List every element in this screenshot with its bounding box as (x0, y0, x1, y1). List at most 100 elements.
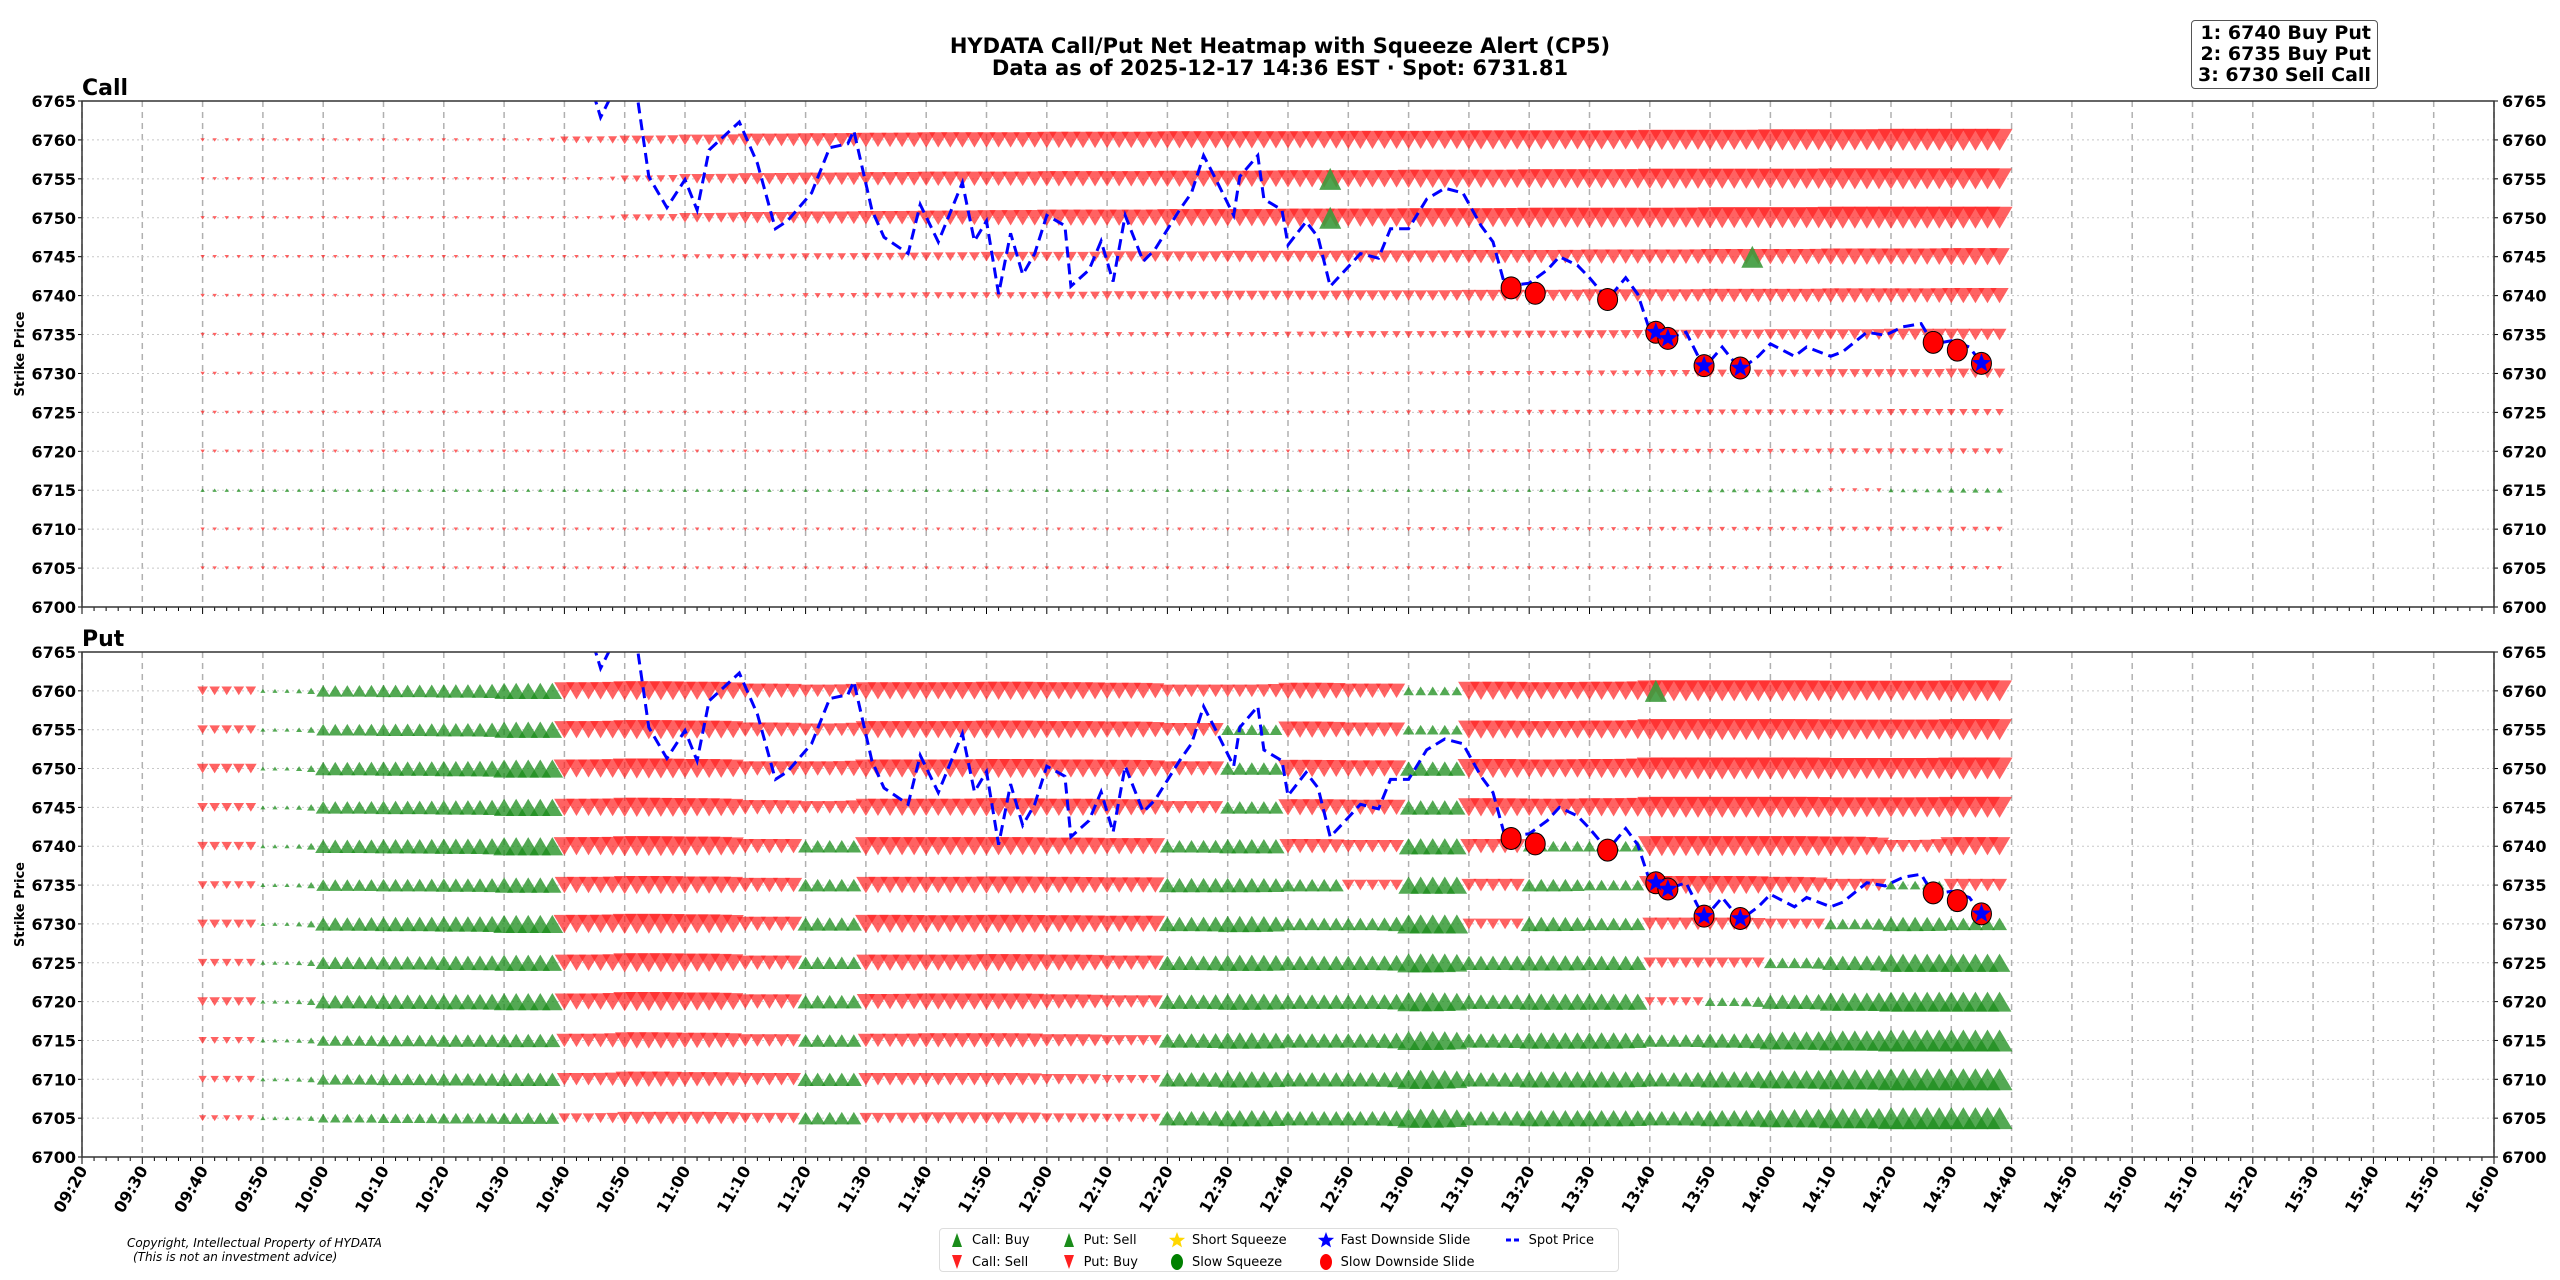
put-sell-marker (1195, 722, 1212, 737)
y-tick-label-right: 6740 (2502, 837, 2547, 856)
call-sell-marker (1020, 527, 1025, 531)
call-sell-marker (308, 293, 314, 298)
put-buy-marker (1292, 878, 1308, 892)
call-sell-marker (965, 132, 984, 148)
put-buy-marker (483, 955, 501, 971)
put-buy-marker (472, 1034, 488, 1047)
put-buy-marker (544, 1072, 561, 1087)
y-tick-label-left: 6710 (31, 1070, 76, 1089)
call-sell-marker (702, 134, 716, 146)
put-sell-marker (1133, 682, 1153, 699)
call-sell-marker (1273, 566, 1279, 570)
call-sell-marker (417, 177, 422, 181)
put-buy-marker (1194, 955, 1213, 971)
call-sell-marker (1213, 410, 1218, 415)
call-sell-marker (984, 527, 989, 531)
call-sell-marker (1717, 369, 1727, 378)
call-sell-marker (598, 332, 603, 337)
put-buy-marker (1158, 1033, 1176, 1048)
put-buy-marker (543, 877, 562, 893)
call-sell-marker (731, 332, 736, 337)
call-sell-marker (923, 332, 929, 337)
call-sell-marker (272, 332, 278, 337)
put-buy-marker (1450, 724, 1463, 735)
call-sell-marker (1334, 449, 1339, 453)
put-buy-marker (1484, 1072, 1502, 1087)
put-buy-marker (1776, 957, 1789, 969)
call-sell-marker (839, 332, 844, 337)
put-buy-marker (497, 1112, 512, 1124)
put-sell-marker (627, 1071, 646, 1087)
put-sell-marker (1509, 878, 1525, 892)
put-sell-marker (1387, 683, 1406, 699)
put-sell-marker (1183, 722, 1200, 737)
heatmap-markers (196, 652, 2013, 1130)
put-buy-marker (833, 1072, 850, 1087)
call-buy-marker (308, 488, 314, 492)
call-sell-marker (1707, 448, 1714, 454)
call-sell-marker (814, 293, 821, 299)
put-buy-marker (1930, 917, 1948, 931)
put-buy-marker (1232, 801, 1248, 814)
legend-label: Call: Sell (972, 1254, 1029, 1270)
put-buy-marker (374, 916, 393, 932)
call-sell-marker (1466, 410, 1472, 415)
call-sell-marker (911, 332, 917, 337)
call-sell-marker (1085, 171, 1105, 187)
call-sell-marker (248, 216, 254, 220)
put-buy-marker (1328, 878, 1344, 892)
call-sell-marker (248, 449, 254, 453)
x-tick-label: 10:40 (532, 1163, 574, 1217)
call-buy-marker (357, 488, 362, 492)
call-sell-marker (1201, 371, 1206, 376)
call-sell-marker (1557, 249, 1574, 264)
call-sell-marker (1092, 371, 1098, 376)
put-buy-marker (1254, 1032, 1274, 1049)
put-buy-marker (1254, 993, 1274, 1010)
put-sell-marker (1460, 839, 1478, 854)
put-buy-marker (400, 684, 416, 698)
call-sell-marker (1989, 248, 2010, 266)
call-sell-marker (453, 410, 459, 415)
call-sell-marker (765, 253, 774, 260)
y-tick-label-right: 6765 (2502, 643, 2547, 662)
put-buy-marker (295, 766, 303, 771)
put-buy-marker (1797, 994, 1816, 1010)
call-sell-marker (1488, 330, 1498, 339)
y-tick-label-left: 6720 (31, 993, 76, 1012)
call-buy-marker (1273, 488, 1279, 492)
call-sell-marker (1900, 566, 1906, 571)
call-sell-marker (681, 254, 689, 260)
call-sell-marker (899, 410, 905, 415)
call-sell-marker (1044, 449, 1050, 453)
call-sell-marker (369, 138, 374, 142)
put-buy-marker (1291, 1033, 1309, 1048)
put-sell-marker (1363, 683, 1382, 699)
call-sell-marker (1596, 330, 1607, 339)
call-sell-marker (1512, 330, 1522, 339)
x-tick-label: 14:40 (1979, 1163, 2021, 1217)
put-sell-marker (1112, 1035, 1126, 1046)
call-sell-marker (1657, 370, 1667, 377)
call-sell-marker (1509, 249, 1526, 264)
put-buy-marker (1445, 914, 1469, 934)
call-sell-marker (538, 177, 543, 181)
put-buy-marker (399, 956, 416, 970)
call-sell-marker (1731, 448, 1738, 454)
call-sell-marker (791, 332, 796, 337)
put-buy-marker (446, 916, 466, 932)
call-sell-marker (248, 293, 254, 298)
call-buy-marker (1201, 488, 1206, 492)
put-sell-marker (209, 997, 220, 1006)
call-buy-marker (333, 488, 338, 492)
call-sell-marker (1401, 250, 1417, 263)
put-sell-marker (197, 686, 208, 696)
put-buy-marker (1159, 839, 1175, 853)
put-buy-marker (1327, 994, 1345, 1009)
call-sell-marker (1258, 290, 1270, 301)
put-buy-marker (411, 761, 429, 776)
call-sell-marker (1014, 171, 1032, 187)
put-buy-marker (1268, 801, 1284, 814)
put-buy-marker (260, 1116, 266, 1121)
call-sell-marker (851, 410, 857, 415)
